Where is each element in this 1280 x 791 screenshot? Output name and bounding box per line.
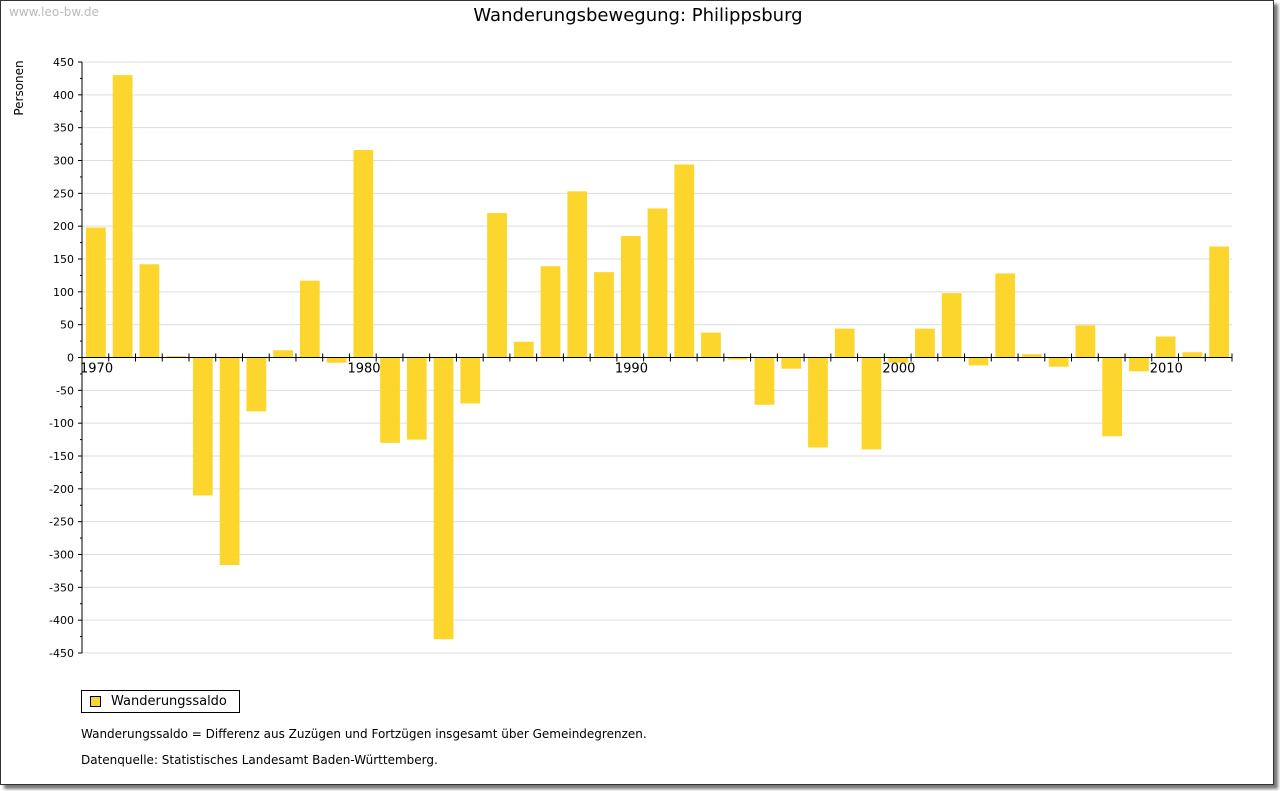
y-tick-label: -150: [49, 450, 74, 463]
legend-swatch: [90, 696, 101, 707]
note-source: Datenquelle: Statistisches Landesamt Bad…: [81, 753, 438, 767]
y-tick-label: -200: [49, 483, 74, 496]
chart-title: Wanderungsbewegung: Philippsburg: [473, 5, 803, 26]
bar-1976: [246, 357, 267, 412]
bar-1989: [594, 272, 614, 358]
bar-1987: [540, 266, 561, 358]
bar-2000: [888, 357, 909, 363]
x-tick-label: 1970: [80, 362, 113, 377]
bar-1971: [112, 75, 133, 358]
watermark: www.leo-bw.de: [9, 5, 99, 19]
y-tick-label: -50: [56, 384, 74, 397]
bar-1992: [674, 164, 695, 358]
y-tick-label: -100: [49, 417, 74, 430]
bar-2007: [1075, 325, 1096, 358]
bar-1977: [273, 350, 293, 358]
y-tick-label: -450: [49, 647, 74, 660]
note-definition: Wanderungssaldo = Differenz aus Zuzügen …: [81, 727, 647, 741]
bar-1999: [861, 357, 882, 450]
bar-1986: [513, 341, 534, 358]
y-tick-label: 0: [67, 352, 74, 365]
bar-2009: [1129, 357, 1149, 372]
bar-1994: [727, 357, 748, 360]
legend-label: Wanderungssaldo: [111, 694, 227, 709]
x-tick-label: 2010: [1150, 362, 1183, 377]
bar-1984: [460, 357, 481, 404]
bar-2012: [1209, 246, 1229, 358]
x-tick-label: 1980: [347, 362, 380, 377]
bar-1988: [567, 191, 588, 358]
bar-2006: [1048, 357, 1069, 367]
bar-2001: [915, 328, 935, 358]
bar-2005: [1022, 354, 1042, 358]
bar-1973: [166, 356, 186, 358]
x-tick-label: 1990: [615, 362, 648, 377]
bar-1993: [701, 332, 721, 358]
bar-1974: [192, 357, 213, 496]
y-tick-label: 300: [53, 155, 74, 168]
bar-1991: [647, 208, 668, 358]
bar-1990: [620, 236, 641, 358]
y-tick-label: 400: [53, 89, 74, 102]
bar-1985: [487, 213, 507, 358]
bar-1980: [353, 149, 374, 358]
bar-1996: [781, 357, 802, 369]
bar-2003: [968, 357, 989, 366]
bar-1975: [219, 357, 240, 566]
y-tick-label: 50: [60, 319, 74, 332]
y-tick-label: 200: [53, 220, 74, 233]
bar-1978: [299, 280, 320, 358]
bar-1997: [808, 357, 828, 448]
bar-2011: [1182, 352, 1203, 358]
y-tick-label: 350: [53, 122, 74, 135]
x-tick-label: 2000: [882, 362, 915, 377]
bar-1995: [754, 357, 775, 405]
bar-1970: [86, 227, 106, 358]
y-tick-label: -250: [49, 516, 74, 529]
bar-chart: -450 -400 -350 -300 -250 -200 -150 -100 -50 0 50 10…: [49, 56, 1233, 660]
y-tick-label: -350: [49, 581, 74, 594]
bar-1979: [326, 357, 347, 363]
bar-1972: [139, 264, 160, 358]
y-tick-label: 150: [53, 253, 74, 266]
bar-2008: [1102, 357, 1123, 437]
y-tick-label: 450: [53, 56, 74, 69]
legend: Wanderungssaldo: [81, 690, 240, 713]
y-tick-label: 100: [53, 286, 74, 299]
bar-1998: [834, 328, 855, 358]
y-tick-label: 250: [53, 187, 74, 200]
bar-2002: [941, 293, 962, 358]
bar-2010: [1155, 336, 1176, 358]
bar-2004: [995, 273, 1016, 358]
y-tick-label: -300: [49, 549, 74, 562]
y-tick-label: -400: [49, 614, 74, 627]
bar-1982: [406, 357, 427, 440]
bar-1981: [380, 357, 400, 443]
bar-1983: [433, 357, 454, 640]
